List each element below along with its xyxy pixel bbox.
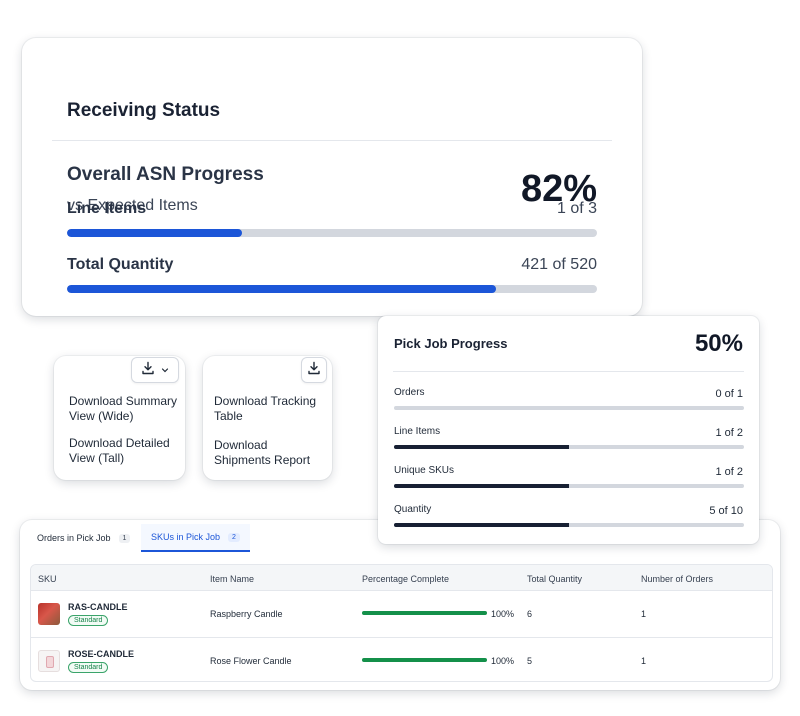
quantity-value: 5 of 10 <box>709 505 743 517</box>
receiving-status-card: Receiving Status Overall ASN Progress vs… <box>22 38 642 316</box>
percentage-progress-bar <box>362 611 487 615</box>
orders-progress-bar <box>394 406 744 410</box>
download-tracking-table-option[interactable]: Download Tracking Table <box>214 394 317 423</box>
table-row[interactable]: RAS-CANDLE Standard Raspberry Candle 100… <box>31 591 772 637</box>
pick-job-progress-title: Pick Job Progress <box>394 336 508 351</box>
tab-label: Orders in Pick Job <box>37 533 111 543</box>
line-items-progress-bar <box>394 445 744 449</box>
line-items-label: Line Items <box>67 200 147 217</box>
download-detailed-view-option[interactable]: Download Detailed View (Tall) <box>69 436 170 465</box>
chevron-down-icon <box>161 361 169 379</box>
percentage-value: 100% <box>491 656 515 666</box>
line-items-value: 1 of 2 <box>715 427 743 439</box>
skus-table: SKU Item Name Percentage Complete Total … <box>30 564 773 682</box>
tab-count-badge: 1 <box>118 533 131 543</box>
item-name: Rose Flower Candle <box>210 656 292 666</box>
orders-label: Orders <box>394 387 425 398</box>
product-thumbnail-white-candle <box>38 650 60 672</box>
download-icon <box>141 361 155 380</box>
pick-job-progress-card: Pick Job Progress 50% Orders 0 of 1 Line… <box>378 316 759 544</box>
tab-count-badge: 2 <box>228 532 240 542</box>
line-items-label: Line Items <box>394 426 441 437</box>
quantity-progress-bar <box>394 523 744 527</box>
line-items-progress-fill <box>67 229 242 237</box>
total-quantity-label: Total Quantity <box>67 256 174 273</box>
tab-skus-in-pick-job[interactable]: SKUs in Pick Job 2 <box>141 524 250 552</box>
unique-skus-progress-fill <box>394 484 569 488</box>
download-summary-menu: Download Summary View (Wide) Download De… <box>54 356 185 480</box>
pick-job-progress-percent: 50% <box>694 330 743 357</box>
total-quantity-progress-bar <box>67 285 597 293</box>
status-badge: Standard <box>68 615 109 626</box>
download-shipments-report-option[interactable]: Download Shipments Report <box>214 438 311 467</box>
percentage-progress-fill <box>362 658 487 662</box>
percentage-progress-bar <box>362 658 487 662</box>
total-quantity-progress-fill <box>67 285 497 293</box>
overall-asn-progress-subtitle: vs Expected Items <box>67 197 198 214</box>
product-thumbnail-red-candle <box>38 603 60 625</box>
unique-skus-label: Unique SKUs <box>394 465 455 476</box>
orders-value: 0 of 1 <box>715 388 743 400</box>
total-quantity-cell: 6 <box>527 609 533 619</box>
tab-orders-in-pick-job[interactable]: Orders in Pick Job 1 <box>27 524 140 552</box>
skus-table-panel: Orders in Pick Job 1 SKUs in Pick Job 2 … <box>20 520 780 690</box>
column-header-item-name[interactable]: Item Name <box>210 574 255 584</box>
tab-label: SKUs in Pick Job <box>151 532 221 542</box>
download-dropdown-button[interactable] <box>131 357 179 383</box>
line-items-progress-bar <box>67 229 597 237</box>
line-items-progress-fill <box>394 445 569 449</box>
divider <box>393 371 744 372</box>
download-summary-view-option[interactable]: Download Summary View (Wide) <box>69 394 178 423</box>
column-header-number-of-orders[interactable]: Number of Orders <box>641 574 714 584</box>
sku-code[interactable]: ROSE-CANDLE <box>68 649 135 659</box>
table-header: SKU Item Name Percentage Complete Total … <box>31 565 772 591</box>
overall-asn-progress-percent: 82% <box>520 168 597 210</box>
percentage-progress-fill <box>362 611 487 615</box>
unique-skus-progress-bar <box>394 484 744 488</box>
download-icon <box>307 361 321 380</box>
number-of-orders-cell: 1 <box>641 656 647 666</box>
column-header-total-quantity[interactable]: Total Quantity <box>527 574 583 584</box>
total-quantity-value: 421 of 520 <box>521 256 597 273</box>
column-header-sku[interactable]: SKU <box>38 574 57 584</box>
sku-code[interactable]: RAS-CANDLE <box>68 602 128 612</box>
quantity-label: Quantity <box>394 504 432 515</box>
total-quantity-cell: 5 <box>527 656 533 666</box>
item-name: Raspberry Candle <box>210 609 283 619</box>
divider <box>52 140 612 141</box>
download-button[interactable] <box>301 357 327 383</box>
overall-asn-progress-label: Overall ASN Progress <box>67 164 264 185</box>
unique-skus-value: 1 of 2 <box>715 466 743 478</box>
column-header-percentage-complete[interactable]: Percentage Complete <box>362 574 450 584</box>
line-items-value: 1 of 3 <box>556 200 597 217</box>
quantity-progress-fill <box>394 523 569 527</box>
percentage-value: 100% <box>491 609 515 619</box>
status-badge: Standard <box>68 662 109 673</box>
table-row[interactable]: ROSE-CANDLE Standard Rose Flower Candle … <box>31 637 772 681</box>
number-of-orders-cell: 1 <box>641 609 647 619</box>
receiving-status-title: Receiving Status <box>67 100 221 121</box>
